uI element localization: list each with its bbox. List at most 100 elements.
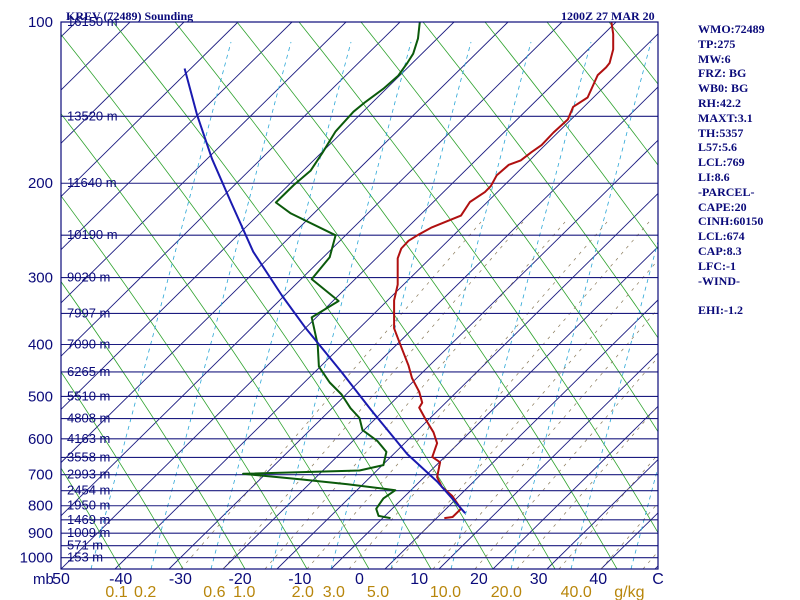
- temperature-tick-label: 20: [470, 571, 488, 588]
- index-line: -PARCEL-: [698, 184, 755, 199]
- dewpoint-profile: [242, 22, 421, 520]
- temperature-tick-label: 40: [589, 571, 607, 588]
- height-tick-label: 16150 m: [67, 14, 118, 29]
- dry-adiabat-line: [422, 22, 658, 339]
- mixing-ratio-line: [450, 41, 592, 569]
- mixing-ratio-line: [630, 465, 658, 569]
- index-line: CAP:8.3: [698, 243, 742, 258]
- isotherm-line: [61, 22, 185, 144]
- index-line: TH:5357: [698, 125, 744, 140]
- height-tick-label: 7090 m: [67, 336, 110, 351]
- mixing-ratio-tick-label: 0.6: [203, 584, 225, 600]
- isotherm-line: [61, 22, 401, 357]
- dry-adiabat-line: [360, 22, 658, 433]
- plot-frame: [60, 21, 659, 570]
- mixing-ratio-tick-label: 3.0: [323, 584, 345, 600]
- mixing-ratio-tick-label: 20.0: [491, 584, 522, 600]
- dry-adiabat-line: [61, 113, 370, 569]
- isotherm-line: [61, 22, 509, 464]
- index-line: TP:275: [698, 36, 736, 51]
- height-tick-label: 1469 m: [67, 512, 110, 527]
- isotherm-line: [384, 299, 658, 569]
- index-line: -WIND-: [698, 273, 740, 288]
- dry-adiabat-line: [61, 33, 432, 569]
- isotherm-line: [61, 22, 293, 251]
- isotherm-line: [0, 22, 22, 569]
- mixing-ratio-line: [390, 41, 532, 569]
- isotherm-line: [168, 86, 658, 569]
- height-tick-label: 11640 m: [67, 175, 117, 190]
- dry-adiabat-line: [0, 22, 59, 569]
- index-line: FRZ: BG: [698, 66, 747, 81]
- dry-adiabat-line: [61, 371, 184, 569]
- isotherm-line: [114, 33, 658, 569]
- dry-adiabat-line: [61, 467, 122, 569]
- pressure-tick-label: 1000: [20, 550, 53, 567]
- height-tick-label: 7997 m: [67, 305, 110, 320]
- index-line: MAXT:3.1: [698, 110, 753, 125]
- temperature-tick-label: C: [652, 571, 664, 588]
- temperature-tick-label: 30: [530, 571, 548, 588]
- pressure-tick-label: 500: [28, 388, 53, 405]
- dry-adiabat-line: [61, 280, 246, 569]
- height-tick-label: 1950 m: [67, 498, 110, 513]
- temperature-tick-label: 50: [52, 571, 70, 588]
- height-tick-label: 6265 m: [67, 364, 110, 379]
- height-tick-label: 4808 m: [67, 411, 110, 426]
- mixing-ratio-line: [210, 41, 352, 569]
- height-tick-label: 2993 m: [67, 467, 110, 482]
- pressure-tick-label: 200: [28, 175, 53, 192]
- temperature-tick-label: -20: [229, 571, 252, 588]
- mixing-ratio-tick-label: 2.0: [292, 584, 314, 600]
- mixing-ratio-line: [90, 41, 232, 569]
- parcel-profile: [183, 68, 466, 514]
- dry-adiabat-line: [174, 22, 556, 569]
- index-line: LCL:674: [698, 229, 745, 244]
- pressure-tick-label: 600: [28, 431, 53, 448]
- height-tick-label: 3558 m: [67, 449, 110, 464]
- index-line: WB0: BG: [698, 81, 749, 96]
- height-tick-label: 571 m: [67, 538, 103, 553]
- height-tick-label: 1009 m: [67, 525, 110, 540]
- background-lines: [0, 22, 658, 569]
- pressure-tick-label: 400: [28, 336, 53, 353]
- isotherm-line: [330, 246, 658, 569]
- sounding-time: 1200Z 27 MAR 20: [561, 9, 655, 23]
- mixing-ratio-line: [270, 41, 412, 569]
- mixing-ratio-tick-label: 5.0: [367, 584, 389, 600]
- temperature-profile: [393, 22, 615, 520]
- temperature-tick-label: 0: [355, 571, 364, 588]
- index-line: WMO:72489: [698, 22, 765, 36]
- pressure-unit-label: mb: [33, 571, 54, 588]
- station-title: KREV (72489) Sounding: [66, 9, 193, 23]
- index-line: CINH:60150: [698, 214, 764, 229]
- index-line: EHI:-1.2: [698, 303, 743, 318]
- height-tick-label: 10190 m: [67, 227, 118, 242]
- mixing-ratio-tick-label: 1.0: [233, 584, 255, 600]
- height-tick-label: 153 m: [67, 550, 103, 565]
- pressure-tick-label: 100: [28, 14, 53, 31]
- isotherm-line: [61, 22, 239, 198]
- isotherm-line: [546, 458, 658, 569]
- index-line: LCL:769: [698, 155, 745, 170]
- plot-background: [61, 22, 658, 569]
- temperature-tick-label: 10: [410, 571, 428, 588]
- index-line: CAPE:20: [698, 199, 747, 214]
- pressure-tick-label: 800: [28, 498, 53, 515]
- mixing-ratio-tick-label: 40.0: [561, 584, 592, 600]
- index-line: LFC:-1: [698, 258, 736, 273]
- height-tick-label: 13520 m: [67, 108, 118, 123]
- mixing-ratio-tick-label: 10.0: [430, 584, 461, 600]
- index-line: LI:8.6: [698, 169, 730, 184]
- dry-adiabat-line: [236, 22, 618, 569]
- mixing-ratio-tick-label: 0.2: [134, 584, 156, 600]
- dry-adiabat-line: [484, 22, 658, 251]
- mixing-ratio-line: [330, 41, 472, 569]
- temperature-tick-label: -10: [288, 571, 311, 588]
- index-line: MW:6: [698, 51, 731, 66]
- isotherm-line: [61, 22, 347, 304]
- mixing-ratio-line: [570, 239, 658, 569]
- mixing-ratio-tick-label: 0.1: [105, 584, 127, 600]
- pressure-tick-label: 300: [28, 270, 53, 287]
